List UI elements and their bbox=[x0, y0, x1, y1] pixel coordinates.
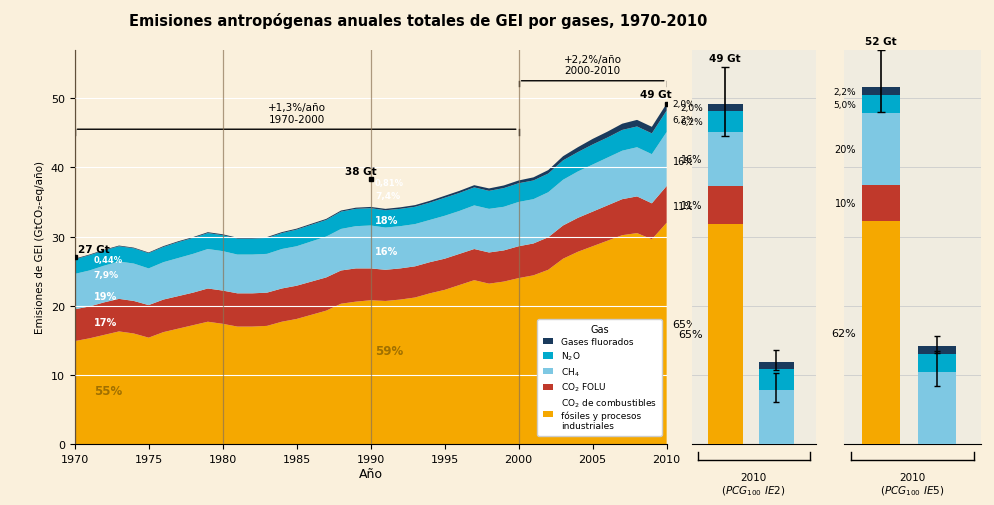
Bar bbox=[917, 373, 955, 444]
Text: 65%: 65% bbox=[678, 329, 702, 339]
Bar bbox=[917, 355, 955, 373]
Text: 11%: 11% bbox=[672, 201, 693, 212]
Bar bbox=[757, 369, 793, 390]
Text: 20%: 20% bbox=[834, 145, 855, 155]
Text: 55%: 55% bbox=[93, 385, 122, 397]
Text: 38 Gt: 38 Gt bbox=[345, 167, 377, 177]
Text: Emisiones antropógenas anuales totales de GEI por gases, 1970-2010: Emisiones antropógenas anuales totales d… bbox=[128, 13, 707, 29]
Bar bbox=[861, 222, 900, 444]
Bar bbox=[707, 133, 742, 187]
Text: 2010
$(PCG_{100}\ IE5)$: 2010 $(PCG_{100}\ IE5)$ bbox=[880, 472, 943, 497]
Text: 16%: 16% bbox=[681, 155, 702, 165]
Bar bbox=[757, 363, 793, 369]
Text: 16%: 16% bbox=[375, 246, 398, 257]
Text: 2,0%: 2,0% bbox=[672, 100, 695, 109]
Text: 11%: 11% bbox=[681, 200, 702, 211]
Text: 19%: 19% bbox=[93, 291, 117, 301]
Text: 6,2%: 6,2% bbox=[672, 116, 695, 125]
Text: 6,2%: 6,2% bbox=[679, 118, 702, 127]
Bar bbox=[707, 224, 742, 444]
Bar bbox=[861, 96, 900, 114]
Text: +2,2%/año
2000-2010: +2,2%/año 2000-2010 bbox=[563, 55, 621, 76]
Text: 17%: 17% bbox=[93, 318, 117, 328]
Text: 2010
$(PCG_{100}\ IE2)$: 2010 $(PCG_{100}\ IE2)$ bbox=[721, 472, 785, 497]
Bar bbox=[707, 187, 742, 224]
Bar bbox=[757, 390, 793, 444]
Text: 7,4%: 7,4% bbox=[375, 191, 400, 200]
Text: 65%: 65% bbox=[672, 319, 697, 329]
Text: 2,2%: 2,2% bbox=[833, 87, 855, 96]
Text: 0,44%: 0,44% bbox=[93, 256, 123, 265]
Legend: Gases fluorados, N$_2$O, CH$_4$, CO$_2$ FOLU, CO$_2$ de combustibles
fósiles y p: Gases fluorados, N$_2$O, CH$_4$, CO$_2$ … bbox=[537, 319, 661, 436]
Y-axis label: Emisiones de GEI (GtCO₂-eq/año): Emisiones de GEI (GtCO₂-eq/año) bbox=[35, 161, 45, 334]
Text: 5,0%: 5,0% bbox=[832, 100, 855, 109]
Text: 49 Gt: 49 Gt bbox=[709, 54, 741, 64]
Bar bbox=[861, 114, 900, 186]
Text: 52 Gt: 52 Gt bbox=[864, 37, 896, 47]
Bar bbox=[861, 186, 900, 222]
Bar bbox=[861, 88, 900, 96]
X-axis label: Año: Año bbox=[358, 467, 383, 480]
Text: 7,9%: 7,9% bbox=[93, 270, 119, 279]
Text: 59%: 59% bbox=[375, 344, 403, 358]
Text: 62%: 62% bbox=[831, 328, 855, 338]
Text: 49 Gt: 49 Gt bbox=[639, 89, 671, 99]
Text: 0,81%: 0,81% bbox=[375, 178, 404, 187]
Text: 16%: 16% bbox=[672, 157, 693, 167]
Bar bbox=[917, 346, 955, 355]
Text: +1,3%/año
1970-2000: +1,3%/año 1970-2000 bbox=[267, 103, 325, 124]
Text: 18%: 18% bbox=[375, 215, 398, 225]
Bar bbox=[707, 112, 742, 133]
Text: 27 Gt: 27 Gt bbox=[78, 244, 109, 255]
Text: 10%: 10% bbox=[834, 198, 855, 209]
Bar bbox=[707, 105, 742, 112]
Text: 2,0%: 2,0% bbox=[679, 104, 702, 113]
